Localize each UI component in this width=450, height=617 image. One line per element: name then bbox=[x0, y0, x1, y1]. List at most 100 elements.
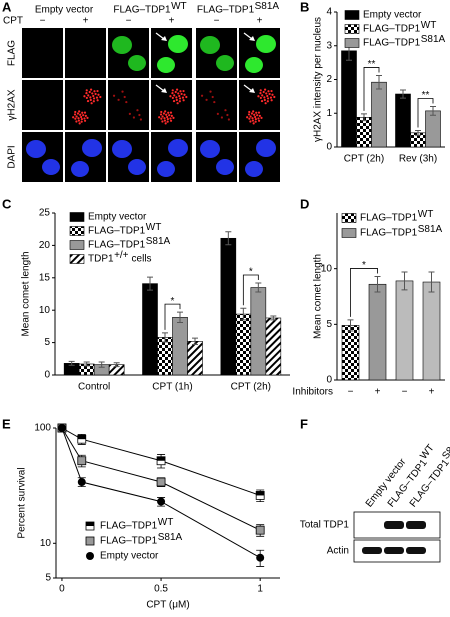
foci bbox=[169, 95, 172, 98]
band bbox=[384, 521, 404, 529]
foci bbox=[90, 102, 93, 105]
legend-swatch bbox=[341, 228, 357, 238]
legend-label-sup: WT bbox=[421, 20, 437, 31]
legend-label-text: TDP1 bbox=[88, 254, 114, 265]
foci bbox=[112, 94, 116, 97]
foci bbox=[258, 114, 261, 117]
foci bbox=[167, 111, 170, 114]
column-header-text: Empty vector bbox=[35, 5, 94, 16]
error-bar bbox=[376, 74, 382, 90]
foci bbox=[254, 118, 257, 121]
y-tick-label: 4 bbox=[326, 7, 332, 18]
legend-label-sup: S81A bbox=[146, 236, 171, 247]
foci bbox=[169, 119, 173, 122]
foci bbox=[80, 115, 83, 119]
legend-swatch bbox=[344, 38, 360, 48]
bar bbox=[142, 283, 158, 376]
nucleus-dapi bbox=[112, 140, 132, 158]
micrograph bbox=[65, 28, 106, 78]
foci bbox=[83, 119, 87, 122]
legend-label-text: FLAG–TDP1 bbox=[360, 228, 418, 239]
foci bbox=[205, 98, 208, 101]
error-bar bbox=[83, 361, 90, 367]
foci bbox=[172, 116, 175, 120]
column-header: FLAG–TDP1 S81A bbox=[197, 1, 280, 16]
foci bbox=[125, 100, 128, 104]
foci bbox=[266, 97, 270, 100]
legend-swatch bbox=[341, 213, 357, 223]
foci bbox=[246, 116, 249, 119]
foci bbox=[247, 113, 251, 116]
marker-shape bbox=[86, 552, 94, 560]
bar bbox=[220, 237, 237, 376]
legend-label: FLAG–TDP1 S81A bbox=[360, 224, 443, 239]
foci bbox=[175, 98, 178, 102]
row-label: DAPI bbox=[7, 145, 18, 168]
foci bbox=[180, 92, 183, 96]
arrow bbox=[243, 32, 253, 40]
foci bbox=[209, 90, 212, 93]
x-axis-label: CPT (μM) bbox=[146, 600, 189, 611]
foci bbox=[255, 111, 258, 114]
micrograph bbox=[108, 80, 149, 130]
foci bbox=[252, 110, 255, 113]
arrow-head bbox=[249, 88, 255, 93]
foci bbox=[174, 90, 177, 94]
nucleus-dapi bbox=[82, 139, 102, 157]
legend-swatch bbox=[344, 10, 360, 20]
cpt-state: + bbox=[257, 16, 263, 27]
legend-label-text: FLAG–TDP1 bbox=[360, 213, 418, 224]
foci bbox=[250, 112, 254, 115]
foci bbox=[171, 96, 174, 100]
arrow-head bbox=[249, 36, 255, 41]
foci bbox=[91, 92, 94, 95]
marker-half bbox=[77, 435, 86, 440]
nucleus-flag bbox=[200, 36, 220, 54]
line bbox=[61, 427, 261, 559]
legend-label: FLAG–TDP1 WT bbox=[360, 209, 433, 224]
bar bbox=[265, 317, 282, 376]
foci bbox=[72, 116, 75, 119]
foci bbox=[263, 98, 266, 102]
foci bbox=[211, 95, 214, 99]
column-header-text: FLAG–TDP1 bbox=[113, 5, 171, 16]
micrograph bbox=[239, 80, 280, 130]
band bbox=[384, 547, 404, 554]
foci bbox=[216, 112, 219, 115]
foci bbox=[83, 117, 86, 120]
foci bbox=[159, 113, 163, 116]
foci bbox=[92, 97, 96, 100]
y-tick-label: 5 bbox=[45, 573, 51, 584]
blot-row-label: Total TDP1 bbox=[300, 520, 350, 531]
foci bbox=[254, 120, 257, 123]
significance-bracket bbox=[350, 268, 378, 317]
legend-label-text: FLAG–TDP1 bbox=[363, 24, 421, 35]
foci bbox=[85, 96, 88, 100]
foci bbox=[166, 120, 169, 123]
foci bbox=[78, 122, 81, 125]
nucleus-flag bbox=[112, 36, 132, 54]
bar bbox=[368, 283, 387, 381]
marker-shape bbox=[77, 456, 87, 466]
foci bbox=[78, 110, 81, 113]
foci bbox=[268, 92, 271, 96]
foci bbox=[224, 109, 227, 112]
legend-label-sup: WT bbox=[158, 517, 174, 528]
error-bar bbox=[240, 307, 247, 321]
foci bbox=[80, 120, 83, 123]
foci bbox=[259, 96, 262, 100]
foci bbox=[74, 110, 77, 114]
arrow-head bbox=[161, 36, 167, 41]
foci bbox=[85, 89, 88, 92]
column-header: Empty vector bbox=[35, 5, 94, 16]
nucleus-dapi bbox=[200, 140, 220, 158]
foci bbox=[161, 115, 164, 118]
marker-half bbox=[86, 522, 94, 526]
legend-label-sup: +/+ bbox=[114, 250, 129, 261]
arrow bbox=[155, 32, 165, 40]
foci bbox=[261, 94, 264, 97]
foci bbox=[257, 119, 261, 122]
foci bbox=[182, 89, 185, 93]
